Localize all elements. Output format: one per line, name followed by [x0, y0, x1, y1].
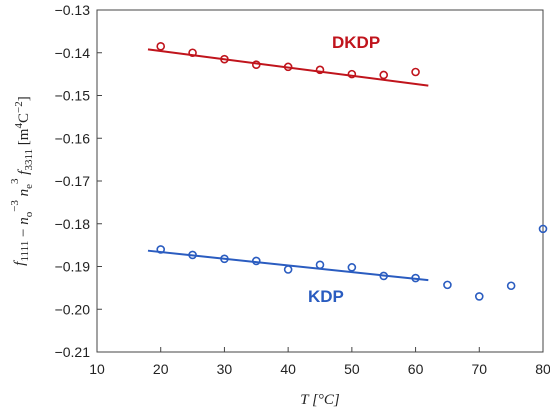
data-point-kdp [188, 250, 197, 260]
y-tick-label: −0.19 [55, 259, 91, 275]
x-tick-label: 30 [217, 361, 233, 377]
series-layer [147, 42, 548, 301]
data-point-dkdp [283, 62, 293, 72]
x-tick-label: 60 [408, 361, 424, 377]
x-tick-label: 70 [471, 361, 487, 377]
y-axis-ticks: −0.13 −0.14 −0.15 −0.16 −0.17 −0.18 −0.19 −0.20… [55, 2, 102, 360]
x-tick-label: 50 [344, 361, 360, 377]
data-point-kdp [443, 280, 452, 290]
data-point-dkdp [156, 42, 166, 51]
data-point-kdp [156, 245, 166, 254]
data-point-dkdp [347, 69, 357, 79]
data-point-kdp [538, 224, 548, 234]
y-tick-label: −0.18 [55, 216, 91, 232]
y-tick-label: −0.21 [55, 344, 91, 360]
series-label-dkdp: DKDP [332, 33, 380, 52]
data-point-kdp [474, 292, 484, 301]
y-tick-label: −0.14 [55, 45, 91, 61]
x-tick-label: 40 [280, 361, 296, 377]
data-point-kdp [283, 265, 293, 274]
data-point-dkdp [315, 65, 325, 75]
x-tick-label: 10 [89, 361, 105, 377]
data-point-kdp [379, 271, 389, 281]
data-point-dkdp [220, 54, 229, 64]
data-point-dkdp [188, 48, 197, 58]
y-tick-label: −0.13 [55, 2, 91, 18]
x-axis-title: T [°C] [300, 392, 340, 408]
y-axis-title: f1111 − no−3 ne3 f3311 [m4C−2] [9, 96, 35, 265]
series-label-kdp: KDP [308, 287, 344, 306]
data-point-kdp [506, 281, 516, 291]
data-point-dkdp [379, 70, 389, 80]
data-point-kdp [315, 260, 325, 270]
x-axis-ticks: 10 20 30 40 50 60 70 80 [89, 347, 550, 377]
y-tick-label: −0.16 [55, 130, 91, 146]
data-point-kdp [347, 263, 357, 272]
data-point-kdp [411, 273, 420, 283]
data-point-kdp [251, 256, 261, 266]
y-tick-label: −0.15 [55, 88, 91, 104]
y-tick-label: −0.20 [55, 301, 91, 317]
x-tick-label: 20 [153, 361, 169, 377]
x-tick-label: 80 [535, 361, 550, 377]
data-point-dkdp [411, 67, 420, 77]
data-point-dkdp [251, 60, 261, 70]
y-tick-label: −0.17 [55, 173, 91, 189]
data-point-kdp [220, 254, 229, 264]
